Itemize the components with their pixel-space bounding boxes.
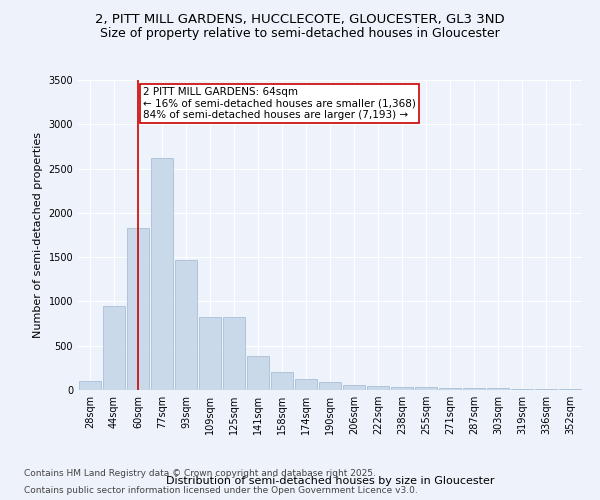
Bar — [319, 382, 341, 390]
Text: Size of property relative to semi-detached houses in Gloucester: Size of property relative to semi-detach… — [100, 28, 500, 40]
Bar — [415, 388, 437, 390]
Bar — [151, 158, 173, 390]
Bar — [199, 318, 221, 390]
Bar — [79, 381, 101, 390]
Y-axis label: Number of semi-detached properties: Number of semi-detached properties — [33, 132, 43, 338]
X-axis label: Distribution of semi-detached houses by size in Gloucester: Distribution of semi-detached houses by … — [166, 476, 494, 486]
Bar — [439, 388, 461, 390]
Text: Contains public sector information licensed under the Open Government Licence v3: Contains public sector information licen… — [24, 486, 418, 495]
Bar — [103, 306, 125, 390]
Bar — [391, 387, 413, 390]
Text: 2 PITT MILL GARDENS: 64sqm
← 16% of semi-detached houses are smaller (1,368)
84%: 2 PITT MILL GARDENS: 64sqm ← 16% of semi… — [143, 87, 416, 120]
Text: Contains HM Land Registry data © Crown copyright and database right 2025.: Contains HM Land Registry data © Crown c… — [24, 468, 376, 477]
Bar — [343, 385, 365, 390]
Bar — [127, 228, 149, 390]
Bar — [271, 372, 293, 390]
Bar — [223, 318, 245, 390]
Bar — [463, 388, 485, 390]
Bar — [367, 386, 389, 390]
Bar — [295, 380, 317, 390]
Bar — [175, 260, 197, 390]
Bar — [487, 388, 509, 390]
Bar — [511, 388, 533, 390]
Text: 2, PITT MILL GARDENS, HUCCLECOTE, GLOUCESTER, GL3 3ND: 2, PITT MILL GARDENS, HUCCLECOTE, GLOUCE… — [95, 12, 505, 26]
Bar — [535, 389, 557, 390]
Bar — [247, 356, 269, 390]
